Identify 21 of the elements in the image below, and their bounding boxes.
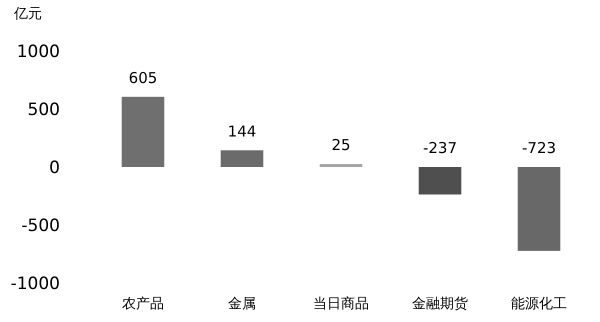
y-tick-label: 0 [49,158,60,178]
y-tick-label: 1000 [16,42,60,62]
y-tick-label: -500 [21,216,60,236]
x-tick-label: 金属 [228,296,256,312]
y-tick-label: 500 [28,100,60,120]
bar [122,96,164,167]
x-tick-label: 农产品 [122,296,164,312]
bar [518,167,560,251]
x-tick-label: 当日商品 [313,296,369,312]
data-label: -723 [522,139,556,157]
bar [320,164,362,167]
x-tick-label: 能源化工 [511,296,568,312]
data-label: 605 [128,68,158,87]
data-label: -237 [422,139,458,157]
x-tick-label: 金融期货 [412,296,468,312]
bar [220,150,264,167]
bar [418,167,462,194]
y-axis-title: 亿元 [13,6,42,22]
data-label: 144 [228,122,256,140]
data-label: 25 [331,136,351,154]
y-tick-label: -1000 [10,274,60,294]
